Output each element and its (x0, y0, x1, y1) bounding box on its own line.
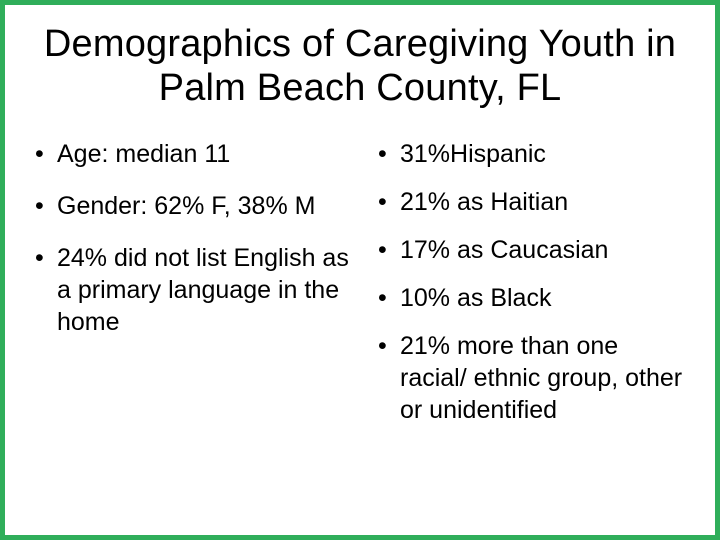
right-column: 31%Hispanic 21% as Haitian 17% as Caucas… (378, 138, 690, 442)
left-list: Age: median 11 Gender: 62% F, 38% M 24% … (35, 138, 360, 338)
left-column: Age: median 11 Gender: 62% F, 38% M 24% … (35, 138, 360, 442)
slide-title: Demographics of Caregiving Youth in Palm… (35, 23, 685, 110)
list-item: 21% as Haitian (378, 186, 690, 218)
slide-container: Demographics of Caregiving Youth in Palm… (0, 0, 720, 540)
list-item: 24% did not list English as a primary la… (35, 242, 360, 338)
list-item: Gender: 62% F, 38% M (35, 190, 360, 222)
list-item: 21% more than one racial/ ethnic group, … (378, 330, 690, 426)
list-item: 17% as Caucasian (378, 234, 690, 266)
content-columns: Age: median 11 Gender: 62% F, 38% M 24% … (35, 138, 685, 442)
right-list: 31%Hispanic 21% as Haitian 17% as Caucas… (378, 138, 690, 426)
list-item: Age: median 11 (35, 138, 360, 170)
list-item: 10% as Black (378, 282, 690, 314)
list-item: 31%Hispanic (378, 138, 690, 170)
